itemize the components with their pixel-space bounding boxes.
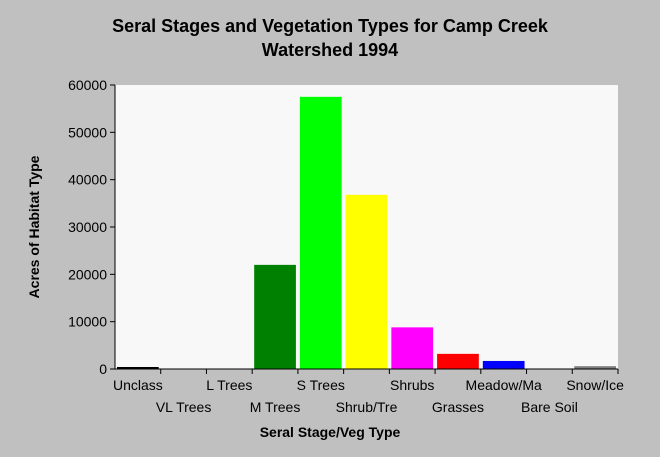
- x-tick-label: Meadow/Ma: [466, 377, 542, 393]
- x-axis-label: Seral Stage/Veg Type: [259, 424, 401, 440]
- x-tick-label: Shrub/Tre: [336, 399, 398, 415]
- x-tick-label: Bare Soil: [521, 399, 578, 415]
- bar-s-trees: [299, 96, 342, 369]
- bar-snow-ice: [574, 366, 616, 369]
- x-tick-label: L Trees: [206, 377, 252, 393]
- y-tick-label: 50000: [68, 124, 107, 140]
- bar-shrubs: [391, 327, 434, 369]
- y-tick-label: 60000: [68, 77, 107, 93]
- y-tick-label: 0: [99, 361, 107, 377]
- bar-m-trees: [254, 264, 296, 369]
- x-tick-label: Unclass: [113, 377, 163, 393]
- y-tick-label: 10000: [68, 314, 107, 330]
- x-tick-label: Shrubs: [390, 377, 434, 393]
- chart-title-line1: Seral Stages and Vegetation Types for Ca…: [112, 16, 548, 36]
- x-tick-label: VL Trees: [156, 399, 212, 415]
- chart-title-line2: Watershed 1994: [261, 40, 399, 60]
- x-tick-label: S Trees: [297, 377, 345, 393]
- chart-title: Seral Stages and Vegetation Types for Ca…: [0, 14, 660, 62]
- y-tick-label: 20000: [68, 266, 107, 282]
- x-tick-label: M Trees: [250, 399, 301, 415]
- bar-meadow-ma: [482, 360, 525, 369]
- bar-shrub-tre: [345, 194, 388, 369]
- bar-grasses: [437, 353, 479, 369]
- bar-unclass: [117, 367, 159, 369]
- y-tick-label: 40000: [68, 172, 107, 188]
- x-tick-label: Snow/Ice: [566, 377, 624, 393]
- y-tick-label: 30000: [68, 219, 107, 235]
- x-tick-label: Grasses: [432, 399, 484, 415]
